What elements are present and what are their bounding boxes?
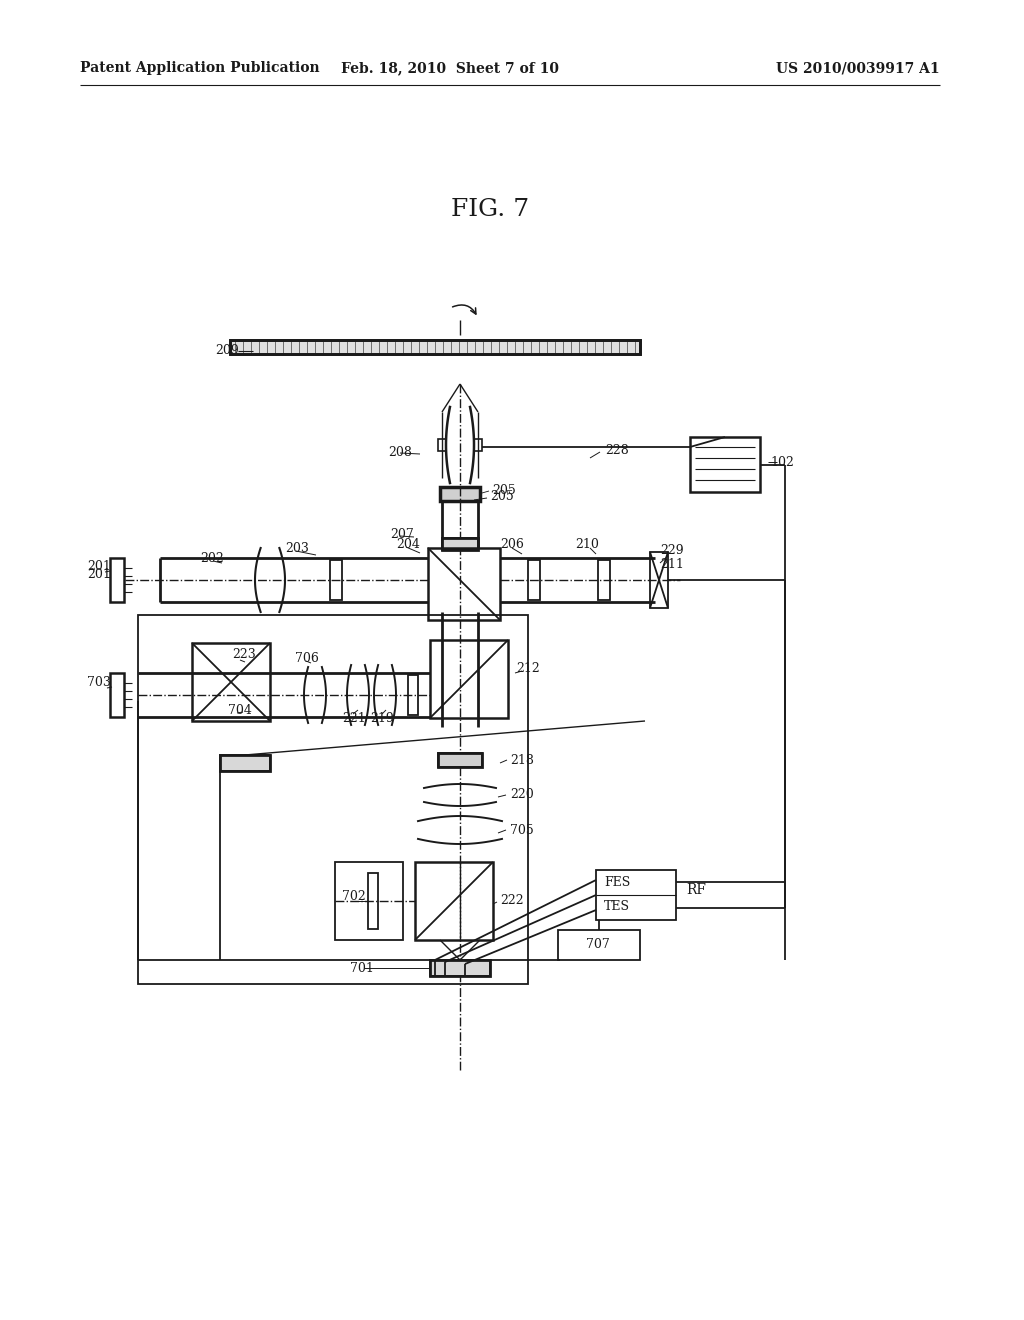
Bar [335,862,403,940]
Text: 211: 211 [660,557,684,570]
Text: 703: 703 [87,676,111,689]
Text: 202: 202 [200,552,224,565]
Text: Patent Application Publication: Patent Application Publication [80,61,319,75]
Text: 208: 208 [388,446,412,459]
Text: 102: 102 [770,455,794,469]
Bar [690,437,760,492]
Text: 201: 201 [87,561,111,573]
Text: 209: 209 [215,345,239,358]
Text: 219: 219 [370,711,394,725]
Bar [230,341,640,354]
Bar [438,752,482,767]
Text: 203: 203 [285,543,309,556]
Bar [230,341,640,354]
Text: 212: 212 [516,661,540,675]
Text: US 2010/0039917 A1: US 2010/0039917 A1 [776,61,940,75]
Bar [596,870,676,920]
Bar [650,552,668,609]
Bar [528,560,540,601]
Text: 220: 220 [510,788,534,801]
Text: 205: 205 [490,491,514,503]
Text: 229: 229 [660,544,684,557]
Bar [430,960,490,975]
Text: 228: 228 [605,444,629,457]
Text: 207: 207 [390,528,414,541]
Bar [110,673,124,717]
Bar [474,440,482,451]
Bar [598,560,610,601]
Bar [193,643,270,721]
Text: TES: TES [604,900,630,913]
Text: 206: 206 [500,539,524,552]
Text: 201: 201 [87,568,111,581]
Bar [408,675,418,715]
Bar [442,539,478,550]
Text: 223: 223 [232,648,256,661]
Bar [220,755,270,771]
Text: 218: 218 [510,754,534,767]
Text: FIG. 7: FIG. 7 [451,198,529,222]
Text: 221: 221 [342,711,366,725]
Text: 205: 205 [492,483,516,496]
Text: 702: 702 [342,890,366,903]
Bar [558,931,640,960]
Bar [110,558,124,602]
Text: 204: 204 [396,539,420,552]
Text: 210: 210 [575,539,599,552]
Text: RF: RF [686,883,706,898]
Bar [138,615,528,983]
Text: 705: 705 [510,824,534,837]
Bar [442,539,478,550]
Text: 704: 704 [228,704,252,717]
Bar [415,862,493,940]
Bar [430,960,490,975]
Bar [428,548,500,620]
Text: FES: FES [604,876,630,890]
Bar [440,487,480,502]
Bar [430,640,508,718]
Text: 707: 707 [586,939,609,952]
Text: Feb. 18, 2010  Sheet 7 of 10: Feb. 18, 2010 Sheet 7 of 10 [341,61,559,75]
Bar [330,560,342,601]
Text: 222: 222 [500,895,523,908]
Bar [220,755,270,771]
Text: 706: 706 [295,652,318,664]
Bar [438,752,482,767]
Bar [440,487,480,502]
Bar [368,873,378,929]
Text: 701: 701 [350,961,374,974]
Bar [438,440,446,451]
